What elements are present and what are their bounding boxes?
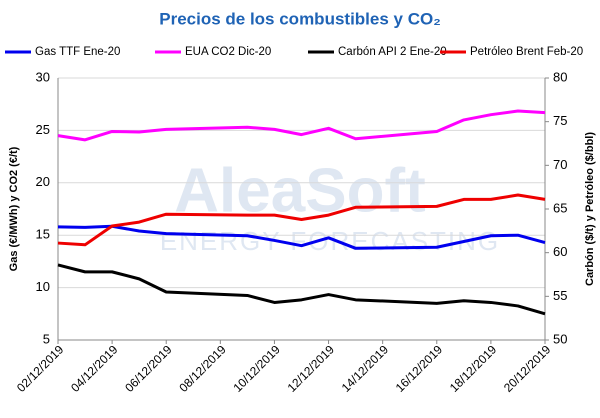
y2-tick-label: 70 xyxy=(553,157,567,172)
y-tick-label: 15 xyxy=(36,227,50,242)
x-tick-label: 02/12/2019 xyxy=(14,342,67,395)
x-tick-label: 10/12/2019 xyxy=(230,342,283,395)
x-tick-label: 12/12/2019 xyxy=(285,342,338,395)
y2-axis-label: Carbón ($/t) y Petróleo ($/bbl) xyxy=(584,132,596,286)
y-tick-label: 10 xyxy=(36,279,50,294)
series-line xyxy=(57,224,546,250)
legend-label: Gas TTF Ene-20 xyxy=(35,46,120,58)
x-tick-label: 04/12/2019 xyxy=(68,342,121,395)
x-tick-label: 20/12/2019 xyxy=(501,342,554,395)
y2-tick-label: 60 xyxy=(553,244,567,259)
x-tick-label: 14/12/2019 xyxy=(339,342,392,395)
x-tick-label: 08/12/2019 xyxy=(176,342,229,395)
series-line xyxy=(57,263,546,316)
series-line xyxy=(57,193,546,247)
y-tick-label: 20 xyxy=(36,174,50,189)
legend-label: Carbón API 2 Ene-20 xyxy=(338,46,447,58)
legend-label: Petróleo Brent Feb-20 xyxy=(470,46,583,58)
x-tick-label: 18/12/2019 xyxy=(447,342,500,395)
watermark: ENERGY FORECASTING xyxy=(160,226,500,256)
y-tick-label: 25 xyxy=(36,122,50,137)
y2-tick-label: 65 xyxy=(553,200,567,215)
series-line xyxy=(57,109,546,142)
x-tick-label: 06/12/2019 xyxy=(122,342,175,395)
y2-tick-label: 80 xyxy=(553,69,567,84)
y-tick-label: 30 xyxy=(36,69,50,84)
y2-tick-label: 75 xyxy=(553,113,567,128)
y2-tick-label: 55 xyxy=(553,288,567,303)
y-axis-label: Gas (€/MWh) y CO2 (€/t) xyxy=(8,146,20,271)
y2-tick-label: 50 xyxy=(553,331,567,346)
y-tick-label: 5 xyxy=(43,331,50,346)
x-tick-label: 16/12/2019 xyxy=(393,342,446,395)
chart-title: Precios de los combustibles y CO₂ xyxy=(159,9,441,28)
legend-label: EUA CO2 Dic-20 xyxy=(185,46,271,58)
